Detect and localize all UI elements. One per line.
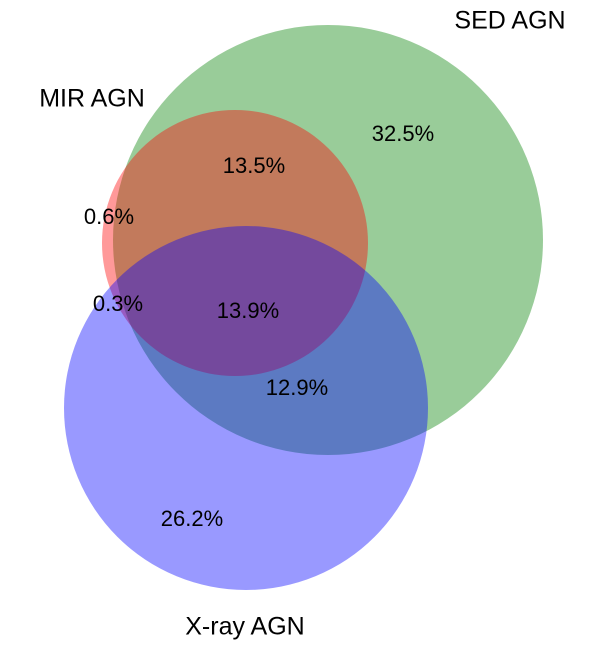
set-circle [64,226,428,590]
region-label: 12.9% [266,375,328,400]
set-label: X-ray AGN [185,613,304,641]
set-circle [102,110,368,376]
region-label: 32.5% [372,121,434,146]
set-circle [113,25,543,455]
region-label: 13.5% [223,153,285,178]
set-label: MIR AGN [39,85,145,113]
region-label: 0.6% [84,204,134,229]
region-label: 13.9% [217,298,279,323]
region-label: 26.2% [161,506,223,531]
region-label: 0.3% [93,291,143,316]
set-label: SED AGN [454,7,565,35]
